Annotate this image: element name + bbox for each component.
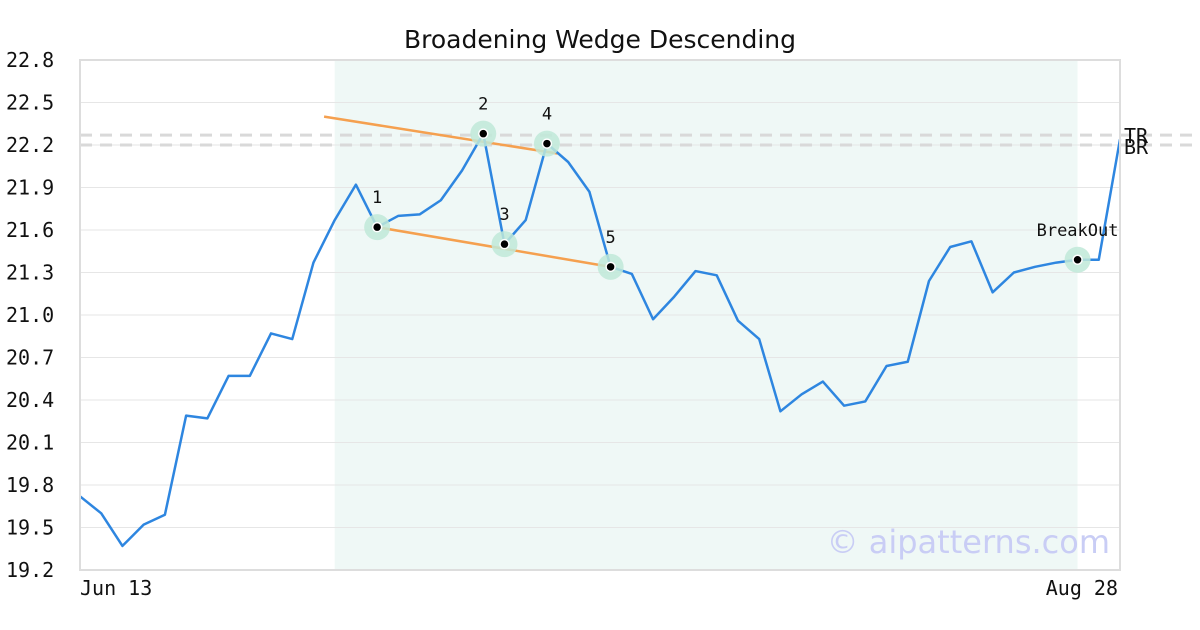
pattern-point-label: 3 xyxy=(499,205,509,225)
y-tick-label: 19.8 xyxy=(6,473,54,497)
y-tick-label: 19.2 xyxy=(6,558,54,582)
y-tick-label: 22.2 xyxy=(6,133,54,157)
x-tick-label: Aug 28 xyxy=(1046,576,1118,600)
y-tick-label: 20.1 xyxy=(6,431,54,455)
price-line xyxy=(79,132,1122,548)
pattern-point-marker xyxy=(499,238,510,250)
pattern-point-marker xyxy=(478,128,489,139)
trend-line xyxy=(323,115,558,155)
plot-frame xyxy=(79,59,1121,571)
x-tick-label: Jun 13 xyxy=(80,576,152,600)
chart-title: Broadening Wedge Descending xyxy=(404,25,796,54)
pattern-point-label: BreakOut xyxy=(1037,221,1119,241)
y-tick-label: 21.0 xyxy=(6,303,54,327)
pattern-point-marker xyxy=(541,138,553,149)
y-tick-label: 20.7 xyxy=(6,346,54,370)
reference-line-label: BR xyxy=(1124,135,1149,159)
y-tick-label: 20.4 xyxy=(6,388,54,412)
x-axis: Jun 13 Aug 28 xyxy=(80,576,1118,600)
pattern-point-label: 2 xyxy=(478,95,488,115)
pattern-point-label: 4 xyxy=(542,105,552,125)
watermark: © aipatterns.com xyxy=(827,523,1110,561)
y-tick-label: 21.3 xyxy=(6,261,54,285)
y-tick-label: 21.6 xyxy=(6,218,54,242)
y-tick-label: 21.9 xyxy=(6,176,54,200)
reference-line-label: TR xyxy=(1124,124,1149,148)
pattern-point-label: 1 xyxy=(372,188,382,208)
y-axis: 19.2 19.5 19.8 20.1 20.4 20.7 21.0 21.3 21.6 21.9… xyxy=(6,48,54,582)
pattern-point-marker xyxy=(371,221,383,233)
y-tick-label: 19.5 xyxy=(6,516,54,540)
pattern-point-label: 5 xyxy=(605,228,615,248)
pattern-point-marker xyxy=(605,261,616,273)
pattern-points: 1 2 3 4 5 BreakOut xyxy=(364,95,1118,280)
pattern-point-marker xyxy=(1072,254,1083,265)
y-tick-label: 22.5 xyxy=(6,91,54,115)
y-tick-label: 22.8 xyxy=(6,48,54,72)
